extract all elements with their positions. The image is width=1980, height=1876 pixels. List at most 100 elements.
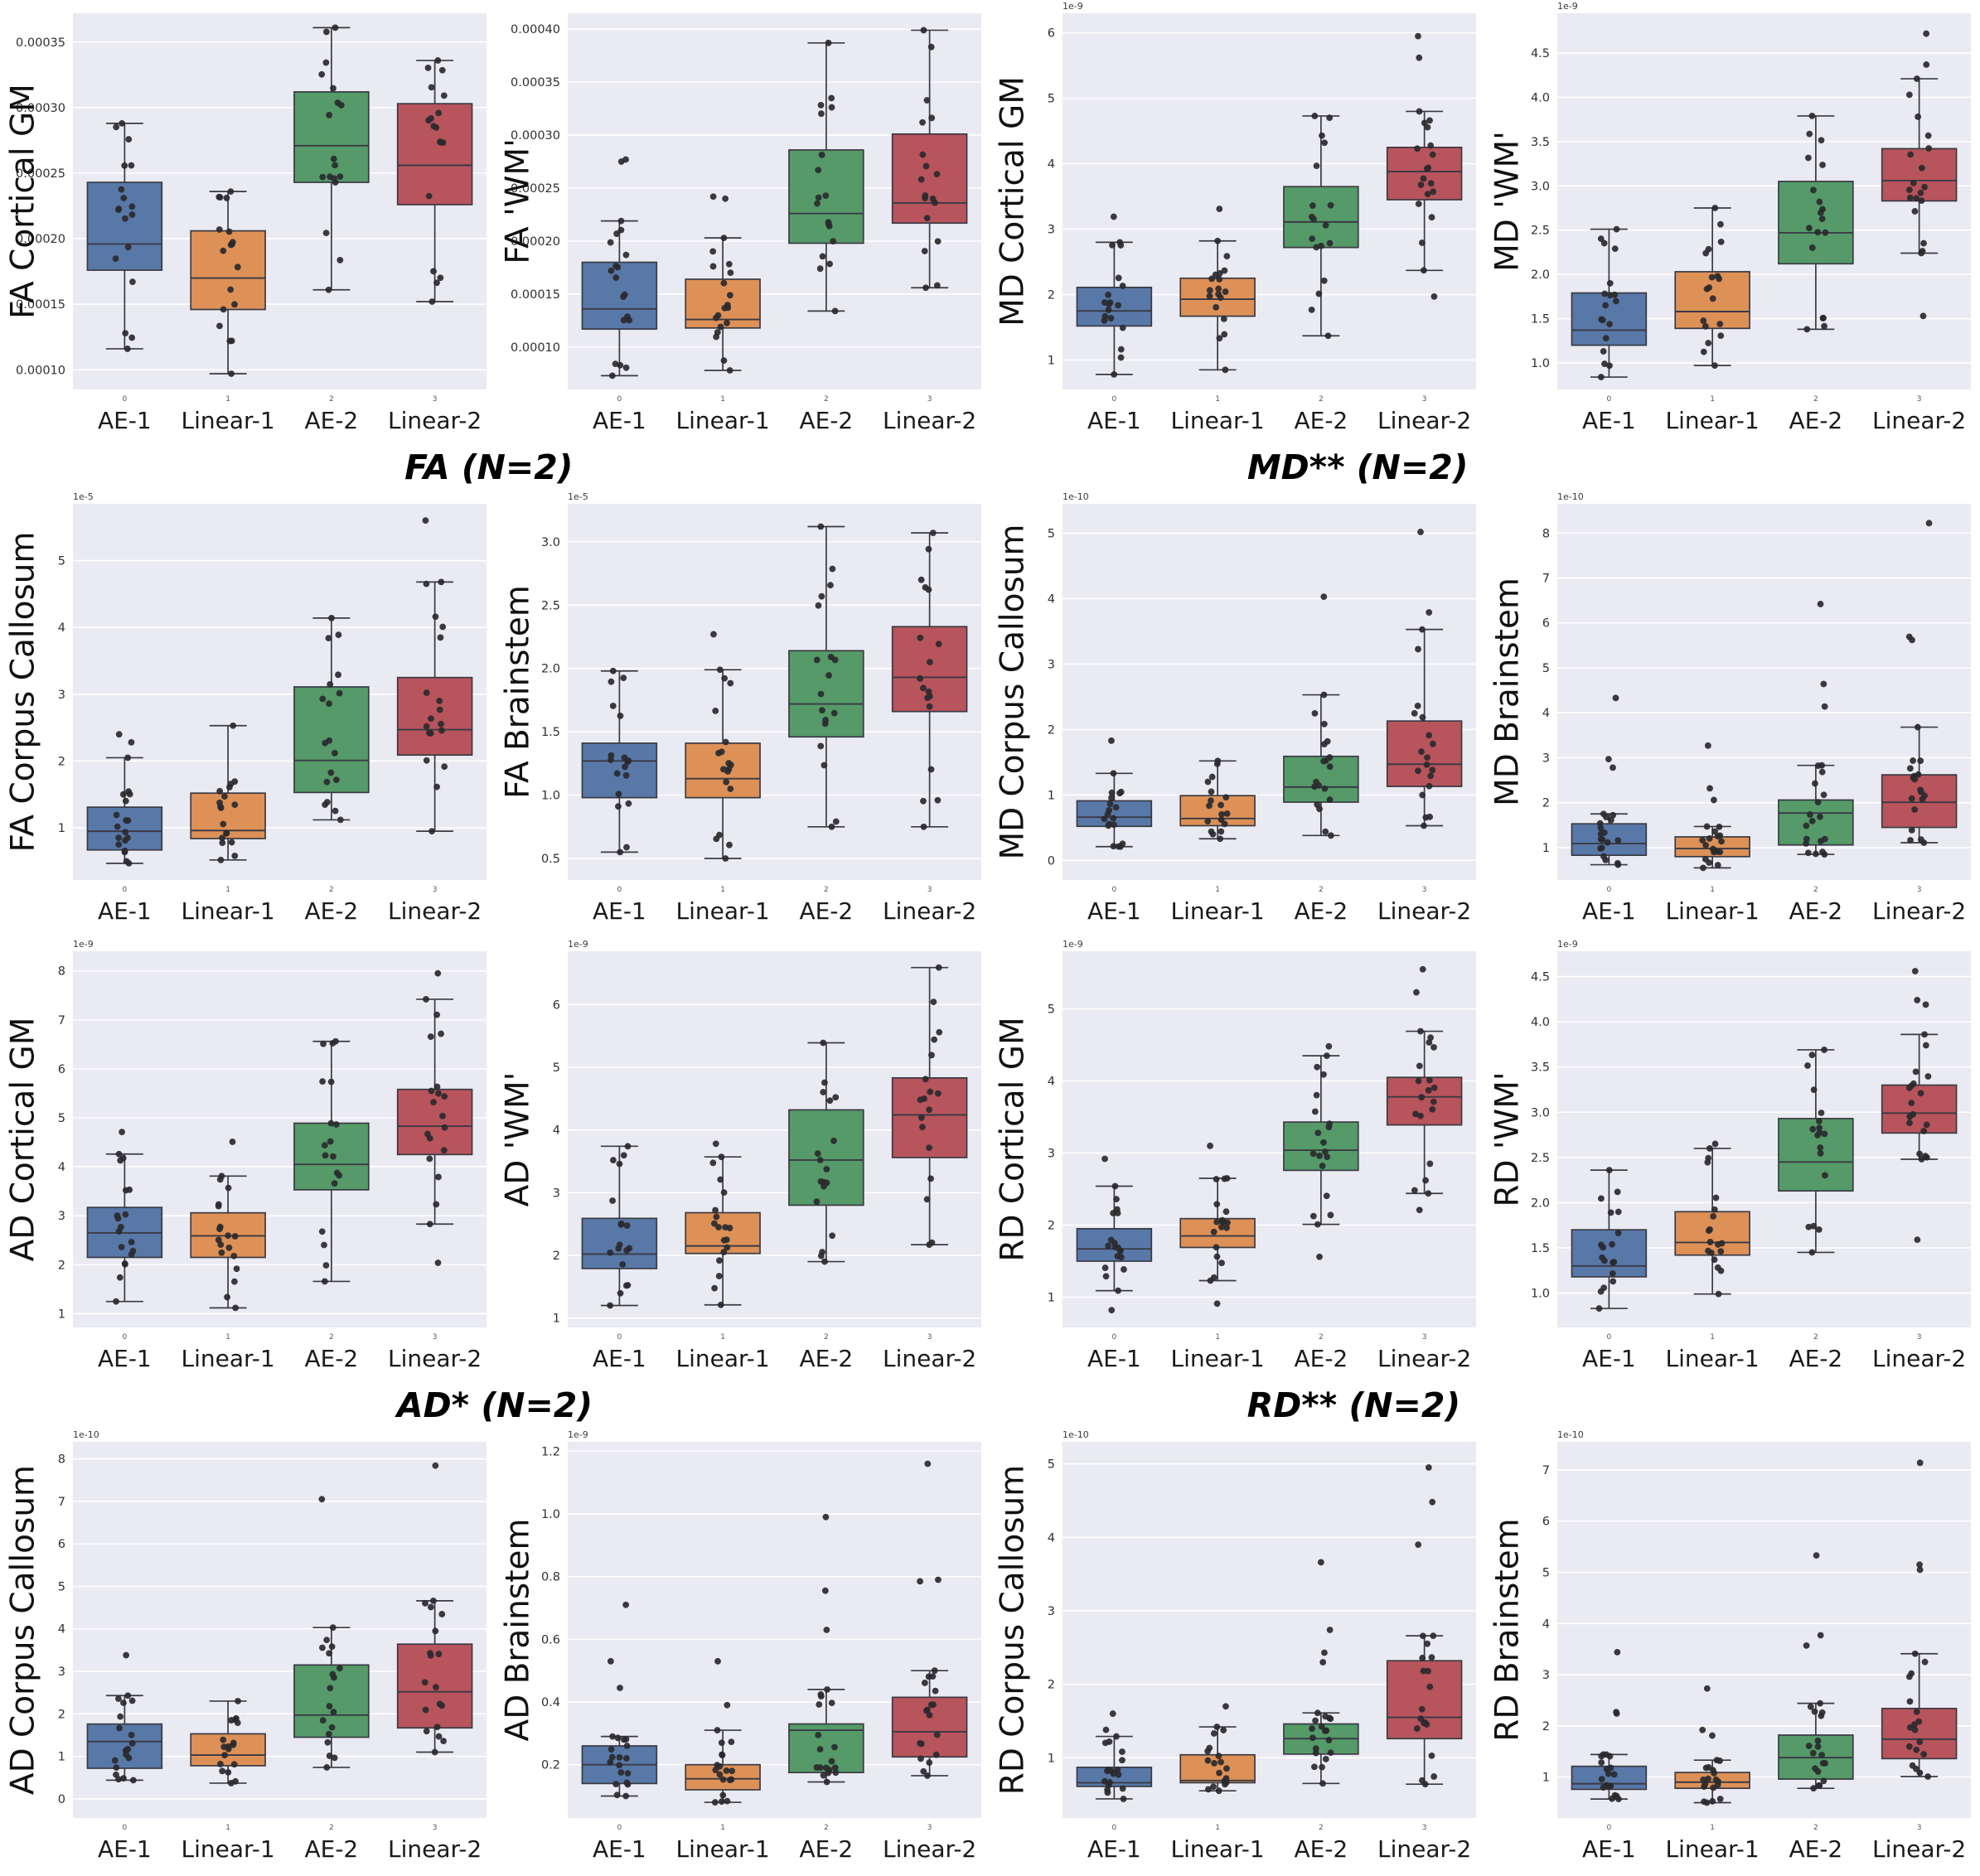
data-point [1809, 1125, 1817, 1133]
y-tick-label: 2 [58, 1259, 65, 1272]
data-point [421, 1679, 428, 1686]
y-tick-label: 0.00025 [511, 182, 560, 196]
boxplot-canvas: 0.00010 0.00015 0.00020 0.00025 0.00030 0.000… [5, 13, 487, 434]
data-point [1804, 154, 1812, 162]
data-point [621, 291, 628, 298]
data-point [1218, 810, 1225, 818]
data-point [231, 301, 238, 308]
data-point [828, 104, 835, 111]
data-point [331, 1180, 338, 1187]
data-point [921, 248, 928, 254]
data-point [1602, 856, 1610, 863]
data-point [928, 1052, 935, 1059]
data-point [1803, 822, 1810, 829]
data-point [1222, 1703, 1229, 1710]
data-point [1820, 680, 1828, 688]
data-point [336, 257, 344, 264]
plot-panel [1557, 1442, 1971, 1818]
data-point [1205, 1786, 1212, 1793]
data-point [1316, 1253, 1323, 1260]
x-minor-index: 1 [1215, 1333, 1220, 1342]
data-point [114, 1215, 122, 1222]
axis-scale-offset: 1e-5 [568, 491, 588, 502]
data-point [122, 1211, 129, 1218]
data-point [1117, 242, 1125, 249]
data-point [1606, 292, 1614, 299]
data-point [128, 738, 135, 746]
data-point [325, 1730, 332, 1738]
data-point [814, 200, 821, 207]
y-tick-label: 4.0 [1531, 91, 1550, 104]
data-point [1914, 723, 1921, 731]
data-point [712, 314, 719, 322]
data-point [1818, 215, 1826, 223]
data-point [113, 123, 120, 131]
data-point [1219, 1218, 1226, 1226]
section-title-md: MD** (N=2) [1247, 447, 1469, 488]
data-point [319, 173, 327, 181]
data-point [608, 1753, 616, 1761]
x-category-label: Linear-2 [1872, 1835, 1966, 1863]
data-point [1711, 1206, 1718, 1213]
data-point [1315, 781, 1323, 789]
data-point [1818, 1110, 1825, 1116]
data-point [215, 1201, 222, 1208]
boxplot-canvas: 1e-10 0 1 2 3 4 5 6 7 8 AD Corpus Callosum 0 AE-1 1 Li… [5, 1429, 487, 1863]
x-minor-index: 2 [824, 1333, 829, 1342]
data-point [1319, 1659, 1327, 1666]
data-point [1208, 797, 1214, 805]
data-point [1218, 1223, 1225, 1231]
data-point [1611, 245, 1619, 253]
data-point [1115, 1287, 1121, 1294]
data-point [1805, 1223, 1813, 1231]
data-point [727, 786, 734, 792]
data-point [723, 778, 730, 786]
data-point [1204, 818, 1212, 825]
box-AE-1 [1571, 292, 1648, 346]
y-tick-label: 3 [1048, 658, 1055, 671]
data-point [713, 1213, 720, 1221]
box-AE-2 [1283, 1121, 1359, 1172]
data-point [917, 674, 924, 682]
data-point [825, 39, 832, 46]
y-tick-label: 2.5 [1531, 1152, 1550, 1165]
data-point [1610, 1771, 1618, 1778]
data-point [428, 298, 436, 305]
data-point [728, 1738, 735, 1745]
y-axis-label: FA Cortical GM [5, 84, 42, 319]
data-point [1221, 1175, 1228, 1182]
data-point [823, 1166, 830, 1172]
x-category-label: AE-1 [1582, 1345, 1636, 1372]
data-point [1717, 220, 1724, 228]
y-axis-label: MD Cortical GM [995, 76, 1032, 326]
data-point [1320, 1071, 1327, 1078]
data-point [1910, 1080, 1917, 1087]
data-point [1324, 332, 1332, 340]
data-point [626, 317, 633, 324]
box-Linear-2 [396, 1088, 473, 1156]
data-point [328, 614, 335, 621]
y-axis-label: FA Brainstem [500, 585, 537, 799]
data-point [1111, 1240, 1118, 1246]
y-axis-label: AD 'WM' [500, 1072, 537, 1207]
data-point [1919, 248, 1926, 254]
data-point [917, 176, 925, 183]
data-point [326, 1650, 333, 1657]
data-point [234, 264, 241, 271]
data-point [1703, 1685, 1711, 1692]
data-point [124, 754, 132, 762]
data-point [710, 1220, 718, 1227]
x-minor-index: 3 [1917, 886, 1922, 894]
data-point [1326, 1120, 1334, 1128]
data-point [1913, 195, 1920, 202]
axis-scale-offset: 1e-9 [1557, 939, 1578, 950]
data-point [1115, 302, 1121, 309]
data-point [923, 97, 931, 104]
data-point [120, 1775, 127, 1782]
data-point [1914, 997, 1921, 1003]
data-point [329, 1624, 336, 1632]
data-point [1424, 191, 1431, 198]
data-point [438, 1030, 444, 1037]
data-point [1426, 1076, 1433, 1084]
data-point [1822, 1172, 1828, 1179]
